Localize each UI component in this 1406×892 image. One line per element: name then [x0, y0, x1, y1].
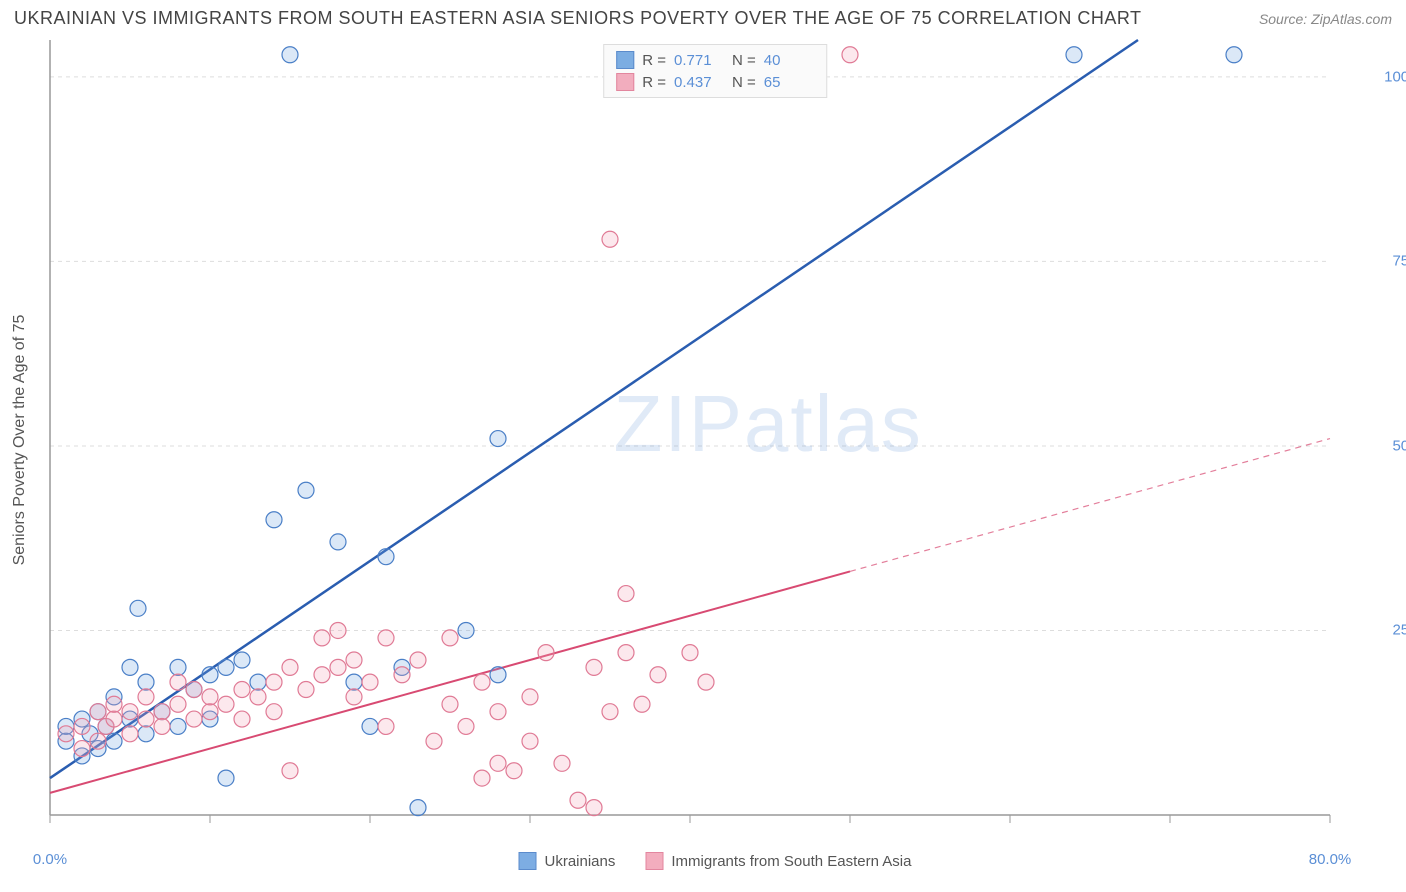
- ytick-label: 25.0%: [1392, 622, 1406, 639]
- legend-series-label-2: Immigrants from South Eastern Asia: [671, 853, 911, 870]
- legend-n-label-2: N =: [732, 74, 756, 91]
- legend-swatch-2: [616, 73, 634, 91]
- source-label: Source: ZipAtlas.com: [1259, 11, 1392, 27]
- legend-n-label-1: N =: [732, 52, 756, 69]
- legend-r-value-2: 0.437: [674, 74, 724, 91]
- legend-r-label-1: R =: [642, 52, 666, 69]
- legend-n-value-2: 65: [764, 74, 814, 91]
- legend-row-1: R = 0.771 N = 40: [616, 49, 814, 71]
- legend-swatch-b2: [645, 852, 663, 870]
- xtick-label: 80.0%: [1309, 851, 1352, 868]
- legend-swatch-1: [616, 51, 634, 69]
- legend-series-1: Ukrainians: [519, 852, 616, 870]
- legend-r-value-1: 0.771: [674, 52, 724, 69]
- chart-title: UKRAINIAN VS IMMIGRANTS FROM SOUTH EASTE…: [14, 8, 1142, 29]
- legend-correlation: R = 0.771 N = 40 R = 0.437 N = 65: [603, 44, 827, 98]
- legend-row-2: R = 0.437 N = 65: [616, 71, 814, 93]
- ytick-label: 50.0%: [1392, 437, 1406, 454]
- ytick-label: 100.0%: [1384, 68, 1406, 85]
- legend-series-label-1: Ukrainians: [545, 853, 616, 870]
- legend-series-2: Immigrants from South Eastern Asia: [645, 852, 911, 870]
- xtick-label: 0.0%: [33, 851, 67, 868]
- legend-r-label-2: R =: [642, 74, 666, 91]
- ytick-label: 75.0%: [1392, 253, 1406, 270]
- legend-swatch-b1: [519, 852, 537, 870]
- chart-container: Seniors Poverty Over the Age of 75 ZIPat…: [50, 40, 1380, 840]
- legend-n-value-1: 40: [764, 52, 814, 69]
- chart-svg: [50, 40, 1330, 815]
- y-axis-label: Seniors Poverty Over the Age of 75: [11, 315, 29, 566]
- legend-series: Ukrainians Immigrants from South Eastern…: [519, 852, 912, 870]
